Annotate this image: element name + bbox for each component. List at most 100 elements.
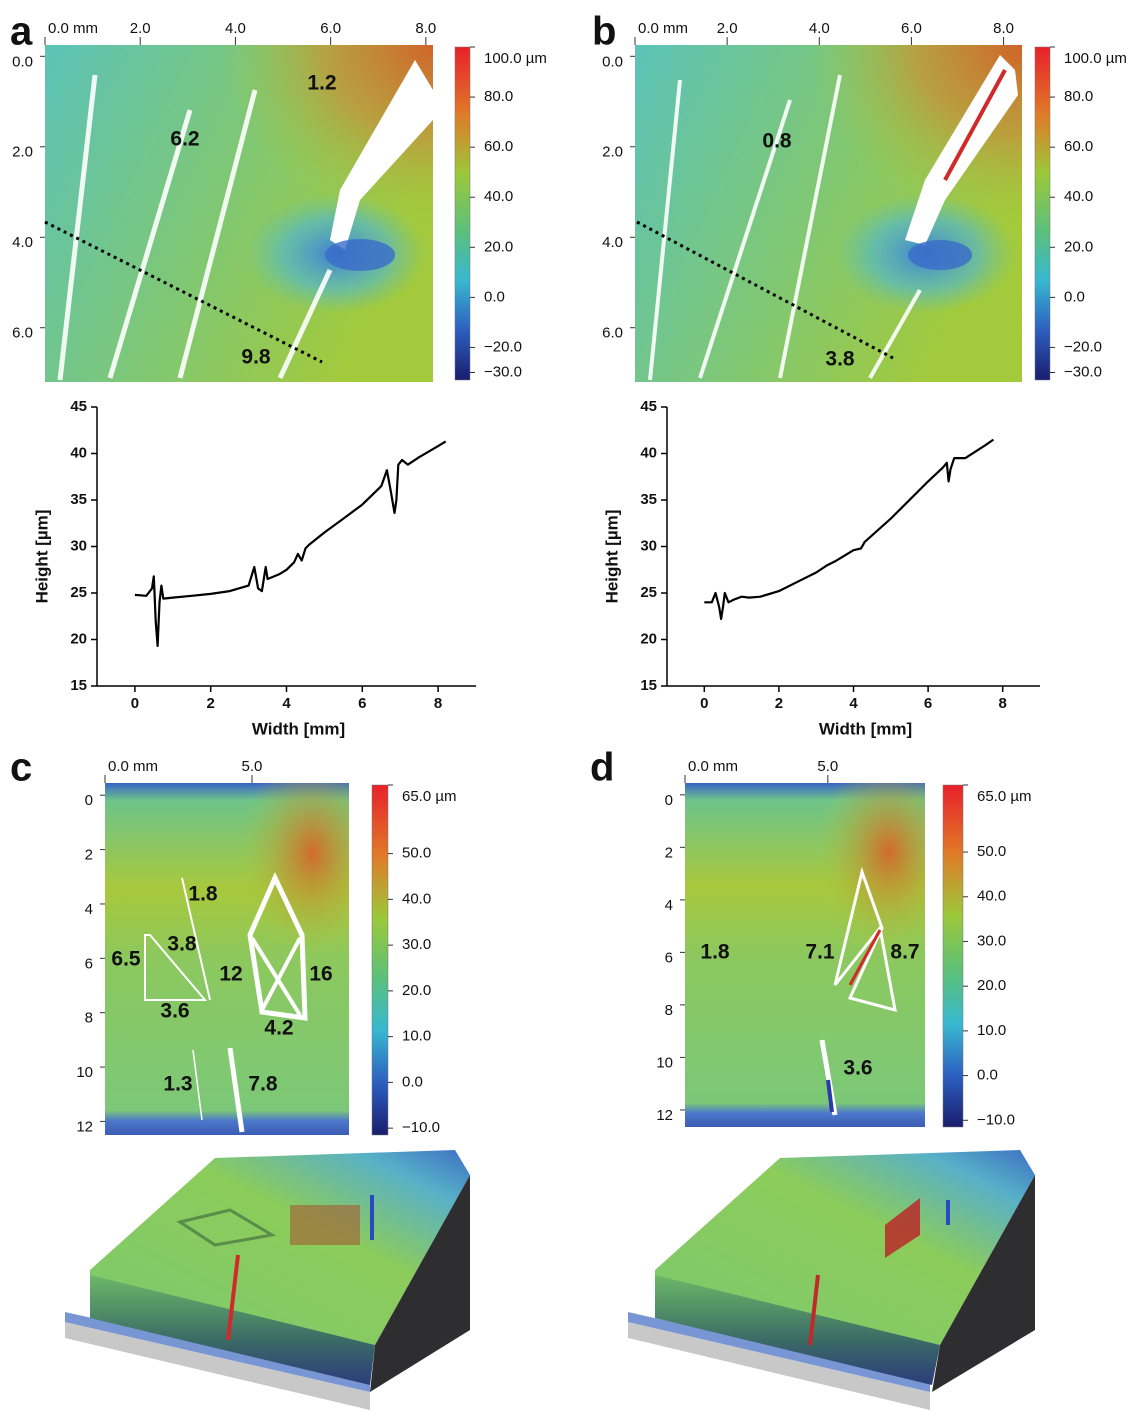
scratch <box>277 268 333 380</box>
x-tick-label: 2.0 <box>130 20 151 37</box>
colorbar <box>942 784 964 1128</box>
panel-letter: a <box>10 10 33 54</box>
y-tick-label: 10 <box>656 1054 673 1071</box>
scratch <box>227 1047 245 1133</box>
depth-annotation: 7.8 <box>248 1073 278 1096</box>
x-tick-label: 5.0 <box>242 758 263 775</box>
colorbar-label: 60.0 <box>1064 138 1093 155</box>
x-tick-label: 0.0 mm <box>108 758 158 775</box>
y-tick-label: 6 <box>665 949 673 966</box>
y-tick-label: 25 <box>640 584 657 601</box>
surface-3d-c <box>65 1150 470 1410</box>
colorbar-label: 100.0 µm <box>484 50 547 67</box>
pit <box>908 240 972 270</box>
depth-annotation: 3.8 <box>167 933 197 956</box>
x-tick-label: 0 <box>131 695 139 712</box>
y-tick-label: 35 <box>640 491 657 508</box>
depth-annotation: 12 <box>219 963 242 986</box>
scratch <box>868 289 922 379</box>
y-tick-label: 12 <box>656 1107 673 1124</box>
y-tick-label: 35 <box>70 491 87 508</box>
height-map <box>685 783 925 1127</box>
depth-annotation: 1.8 <box>700 941 730 964</box>
profile-line <box>704 438 995 621</box>
depth-annotation: 8.7 <box>890 941 919 964</box>
y-tick-label: 20 <box>640 630 657 647</box>
x-tick-label: 8 <box>999 695 1007 712</box>
panel-letter: d <box>590 746 614 790</box>
colorbar-label: 80.0 <box>1064 88 1093 105</box>
colorbar-label: 0.0 <box>977 1067 998 1084</box>
x-tick-label: 8 <box>434 695 442 712</box>
scratch-shape <box>833 866 897 1013</box>
colorbar <box>1034 46 1051 381</box>
y-tick-label: 8 <box>85 1010 93 1027</box>
depth-annotation: 6.2 <box>170 128 199 151</box>
x-tick-label: 5.0 <box>817 758 838 775</box>
x-tick-label: 2 <box>207 695 215 712</box>
x-tick-label: 6.0 <box>901 20 922 37</box>
colorbar-label: 0.0 <box>1064 288 1085 305</box>
colorbar-label: −30.0 <box>484 363 522 380</box>
depth-annotation: 3.8 <box>825 348 855 371</box>
colorbar <box>454 46 471 381</box>
colorbar-label: 65.0 µm <box>977 788 1032 805</box>
y-tick-label: 0 <box>85 792 93 809</box>
height-map <box>635 45 1022 382</box>
y-tick-label: 4 <box>85 901 93 918</box>
depth-annotation: 7.1 <box>805 941 835 964</box>
colorbar-label: 80.0 <box>484 88 513 105</box>
y-axis-label: Height [µm] <box>32 510 51 604</box>
depth-annotation: 6.5 <box>111 948 141 971</box>
colorbar-label: 50.0 <box>977 843 1006 860</box>
depth-annotation: 1.2 <box>307 72 336 95</box>
scratch <box>192 1049 203 1121</box>
depth-annotation: 16 <box>309 963 332 986</box>
y-tick-label: 4 <box>665 897 673 914</box>
colorbar-label: −10.0 <box>977 1111 1015 1128</box>
height-map <box>44 45 433 382</box>
colorbar-label: 40.0 <box>1064 188 1093 205</box>
y-tick-label: 30 <box>640 537 657 554</box>
scratch <box>819 1039 838 1116</box>
profile-line <box>134 440 447 648</box>
depth-annotation: 9.8 <box>241 346 271 369</box>
colorbar-label: 40.0 <box>484 188 513 205</box>
wear-core <box>943 69 1007 181</box>
y-tick-label: 2.0 <box>12 144 33 161</box>
x-tick-label: 2.0 <box>717 20 738 37</box>
x-tick-label: 4.0 <box>225 20 246 37</box>
y-tick-label: 8 <box>665 1002 673 1019</box>
depth-annotation: 3.6 <box>160 1000 189 1023</box>
y-tick-label: 2 <box>665 844 673 861</box>
y-tick-label: 12 <box>76 1118 93 1135</box>
colorbar-label: 0.0 <box>402 1073 423 1090</box>
y-tick-label: 0 <box>665 792 673 809</box>
panel-letter: c <box>10 746 32 790</box>
y-tick-label: 6.0 <box>12 325 33 342</box>
colorbar-label: 30.0 <box>977 932 1006 949</box>
x-tick-label: 6.0 <box>320 20 341 37</box>
colorbar <box>371 784 389 1136</box>
x-tick-label: 0.0 mm <box>638 20 688 37</box>
scratch <box>107 109 193 379</box>
scratch <box>698 99 792 379</box>
scratch <box>848 929 882 986</box>
pit <box>325 239 395 271</box>
colorbar-label: −20.0 <box>484 338 522 355</box>
y-tick-label: 2 <box>85 847 93 864</box>
y-tick-label: 25 <box>70 584 87 601</box>
x-tick-label: 4.0 <box>809 20 830 37</box>
map-warm-region <box>105 783 349 1135</box>
y-tick-label: 45 <box>70 398 87 415</box>
y-tick-label: 15 <box>640 677 657 694</box>
x-axis-label: Width [mm] <box>819 719 912 738</box>
y-tick-label: 0.0 <box>602 53 623 70</box>
scratch-shape <box>247 871 308 1021</box>
depth-annotation: 1.8 <box>188 883 218 906</box>
colorbar-label: 60.0 <box>484 138 513 155</box>
colorbar-label: 20.0 <box>402 982 431 999</box>
x-tick-label: 0 <box>700 695 708 712</box>
scratch <box>177 89 258 379</box>
x-tick-label: 0.0 mm <box>48 20 98 37</box>
